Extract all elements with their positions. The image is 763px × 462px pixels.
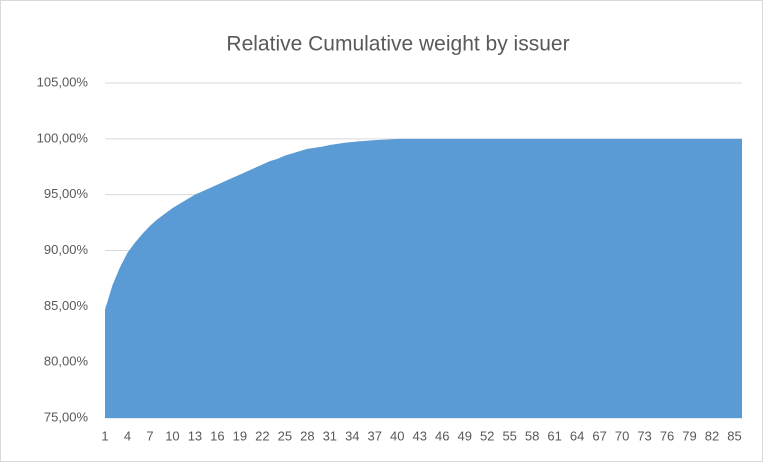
x-tick-label: 73	[637, 428, 651, 443]
x-tick-label: 82	[705, 428, 719, 443]
x-tick-label: 40	[390, 428, 404, 443]
x-tick-label: 61	[547, 428, 561, 443]
x-tick-label: 31	[323, 428, 337, 443]
x-tick-label: 25	[278, 428, 292, 443]
x-tick-label: 55	[502, 428, 516, 443]
x-tick-label: 4	[124, 428, 131, 443]
x-tick-label: 64	[570, 428, 584, 443]
x-tick-label: 37	[368, 428, 382, 443]
x-tick-label: 85	[727, 428, 741, 443]
y-tick-label: 90,00%	[44, 242, 89, 257]
y-tick-label: 95,00%	[44, 186, 89, 201]
chart-title: Relative Cumulative weight by issuer	[226, 33, 569, 56]
x-tick-label: 52	[480, 428, 494, 443]
x-tick-label: 79	[682, 428, 696, 443]
x-tick-label: 10	[165, 428, 179, 443]
y-tick-label: 105,00%	[37, 74, 89, 89]
y-tick-label: 85,00%	[44, 298, 89, 313]
x-tick-label: 43	[413, 428, 427, 443]
x-tick-label: 19	[233, 428, 247, 443]
x-tick-label: 22	[255, 428, 269, 443]
x-tick-label: 13	[188, 428, 202, 443]
x-tick-label: 34	[345, 428, 359, 443]
x-tick-label: 70	[615, 428, 629, 443]
x-tick-label: 67	[592, 428, 606, 443]
x-tick-label: 16	[210, 428, 224, 443]
area	[105, 138, 742, 419]
x-tick-label: 46	[435, 428, 449, 443]
x-tick-label: 49	[457, 428, 471, 443]
y-tick-label: 75,00%	[44, 409, 89, 424]
y-tick-label: 80,00%	[44, 354, 89, 369]
x-tick-label: 28	[300, 428, 314, 443]
y-tick-label: 100,00%	[37, 130, 89, 145]
x-tick-label: 76	[660, 428, 674, 443]
x-tick-label: 1	[101, 428, 108, 443]
x-tick-label: 7	[146, 428, 153, 443]
x-tick-label: 58	[525, 428, 539, 443]
